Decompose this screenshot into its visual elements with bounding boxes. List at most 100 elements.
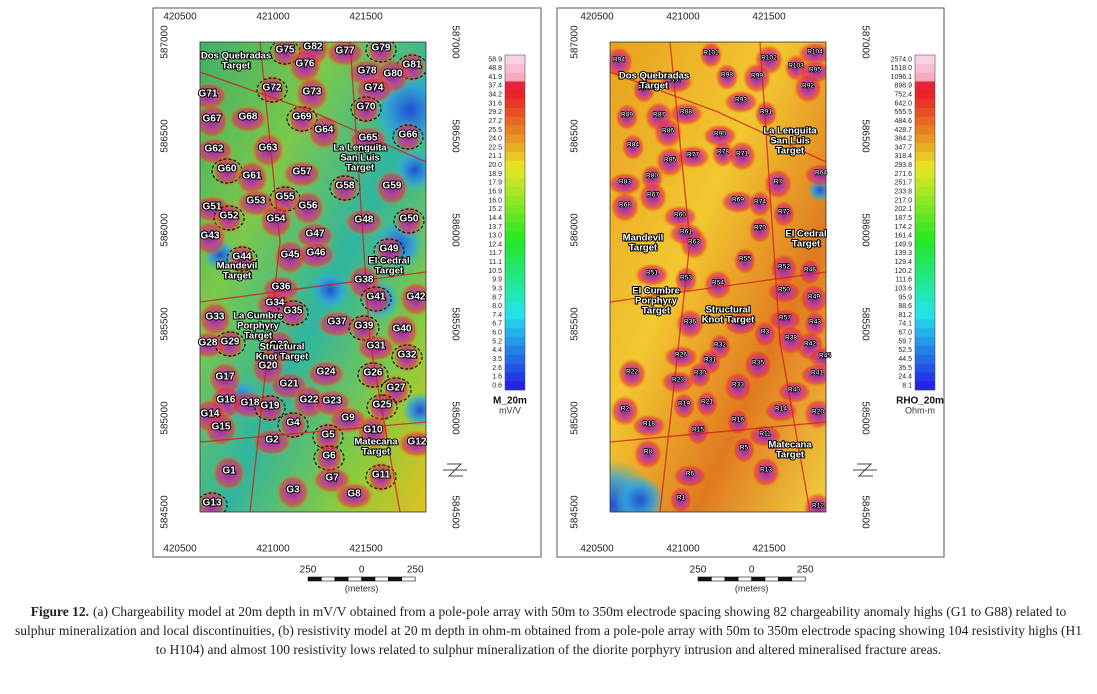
color-scale-label: 174.2	[894, 224, 912, 231]
scale-bar-segment	[347, 576, 362, 582]
anomaly-zone	[732, 436, 756, 464]
scale-bar-unit: (meters)	[735, 583, 769, 593]
anomaly-zone	[610, 46, 634, 78]
color-step	[915, 310, 935, 320]
color-scale-label: 35.5	[898, 365, 912, 372]
color-scale-label: 8.1	[902, 382, 912, 389]
caption-text: (a) Chargeability model at 20m depth in …	[14, 604, 1083, 657]
anomaly-label: R3	[761, 329, 770, 336]
color-step	[915, 328, 935, 338]
x-tick-label: 421000	[256, 544, 290, 555]
anomaly-zone	[394, 121, 422, 153]
anomaly-label: G60	[218, 164, 237, 175]
anomaly-zone	[291, 190, 325, 226]
target-label: San Luis	[770, 136, 810, 147]
target-label: Target	[223, 271, 252, 282]
anomaly-label: R83	[619, 179, 631, 186]
color-bar-border	[914, 54, 936, 391]
color-step	[505, 372, 525, 382]
color-scale-label: 129.4	[894, 259, 912, 266]
color-scale-label: 898.9	[894, 83, 912, 90]
color-step	[505, 284, 525, 294]
target-label: Target	[362, 447, 391, 458]
anomaly-outline	[213, 205, 245, 231]
target-label: Mandevil	[623, 233, 664, 244]
anomaly-label: G1	[222, 466, 236, 477]
anomaly-zone	[331, 172, 359, 204]
target-label: Matecana	[768, 440, 812, 451]
anomaly-label: G38	[355, 275, 374, 286]
anomaly-label: R98	[721, 72, 733, 79]
anomaly-label: G44	[233, 252, 252, 263]
scale-bar-segment	[334, 576, 349, 582]
target-label: Porphyry	[237, 321, 279, 332]
color-scale-label: 1096.1	[891, 74, 913, 81]
anomaly-outline	[392, 124, 424, 150]
anomaly-label: R80	[646, 173, 658, 180]
color-step	[915, 381, 935, 391]
anomaly-zone	[675, 308, 705, 340]
anomaly-label: G25	[373, 400, 392, 411]
anomaly-label: G26	[364, 368, 383, 379]
color-scale-label: 24.0	[488, 136, 502, 143]
anomaly-zone	[754, 100, 778, 128]
anomaly-zone	[748, 216, 772, 244]
color-step	[505, 125, 525, 135]
target-label: Target	[776, 450, 805, 461]
anomaly-label: G57	[293, 167, 312, 178]
anomaly-zone	[621, 133, 645, 161]
anomaly-zone	[723, 90, 759, 114]
color-step	[505, 107, 525, 118]
anomaly-label: G36	[272, 282, 291, 293]
color-step	[505, 99, 525, 109]
x-tick-label: 421000	[666, 12, 700, 23]
color-step	[505, 381, 525, 391]
color-step	[505, 222, 525, 232]
anomaly-label: R89	[621, 112, 633, 119]
anomaly-label: R64	[815, 170, 827, 177]
anomaly-label: G15	[212, 422, 231, 433]
anomaly-label: G5	[321, 430, 335, 441]
target-label: Knot Target	[256, 352, 309, 363]
anomaly-label: G45	[281, 250, 300, 261]
scale-bar-segment	[791, 576, 806, 582]
target-label: Dos Quebradas	[619, 71, 689, 82]
y-tick-label: 585000	[449, 401, 460, 435]
scale-bar-label: 250	[797, 565, 814, 576]
anomaly-label: G18	[241, 398, 260, 409]
anomaly-zone	[200, 220, 227, 256]
anomaly-label: R35	[752, 360, 764, 367]
anomaly-zone	[279, 297, 307, 329]
anomaly-label: R86	[662, 128, 674, 135]
anomaly-label: G56	[299, 201, 318, 212]
color-scale-label: 3.5	[492, 356, 502, 363]
color-bar-border	[504, 54, 526, 391]
color-step	[505, 354, 525, 364]
color-step	[915, 319, 935, 329]
x-tick-label: 420500	[580, 544, 614, 555]
lineament	[759, 42, 811, 512]
x-tick-label: 421000	[666, 544, 700, 555]
target-label: Structural	[706, 305, 751, 316]
anomaly-label: R38	[785, 335, 797, 342]
anomaly-label: R102	[761, 55, 777, 62]
anomaly-zone	[315, 442, 343, 474]
color-scale-label: 29.2	[488, 109, 502, 116]
color-step	[505, 90, 525, 100]
scale-bar-segment	[361, 576, 376, 582]
scale-bar-segment	[307, 576, 322, 582]
anomaly-zone	[743, 349, 773, 381]
anomaly-label: R13	[760, 467, 772, 474]
anomaly-zone	[213, 155, 241, 187]
color-scale-label: 74.1	[898, 321, 912, 328]
color-bar-title: RHO_20m	[896, 396, 944, 407]
anomaly-label: G68	[239, 112, 258, 123]
color-scale-label: 161.4	[894, 233, 912, 240]
color-step	[915, 187, 935, 197]
anomaly-zone	[763, 399, 799, 423]
anomaly-label: G33	[206, 312, 225, 323]
color-scale-label: 31.6	[488, 100, 502, 107]
anomaly-outline	[214, 331, 246, 357]
color-scale-label: 271.6	[894, 171, 912, 178]
anomaly-zone	[212, 455, 246, 491]
